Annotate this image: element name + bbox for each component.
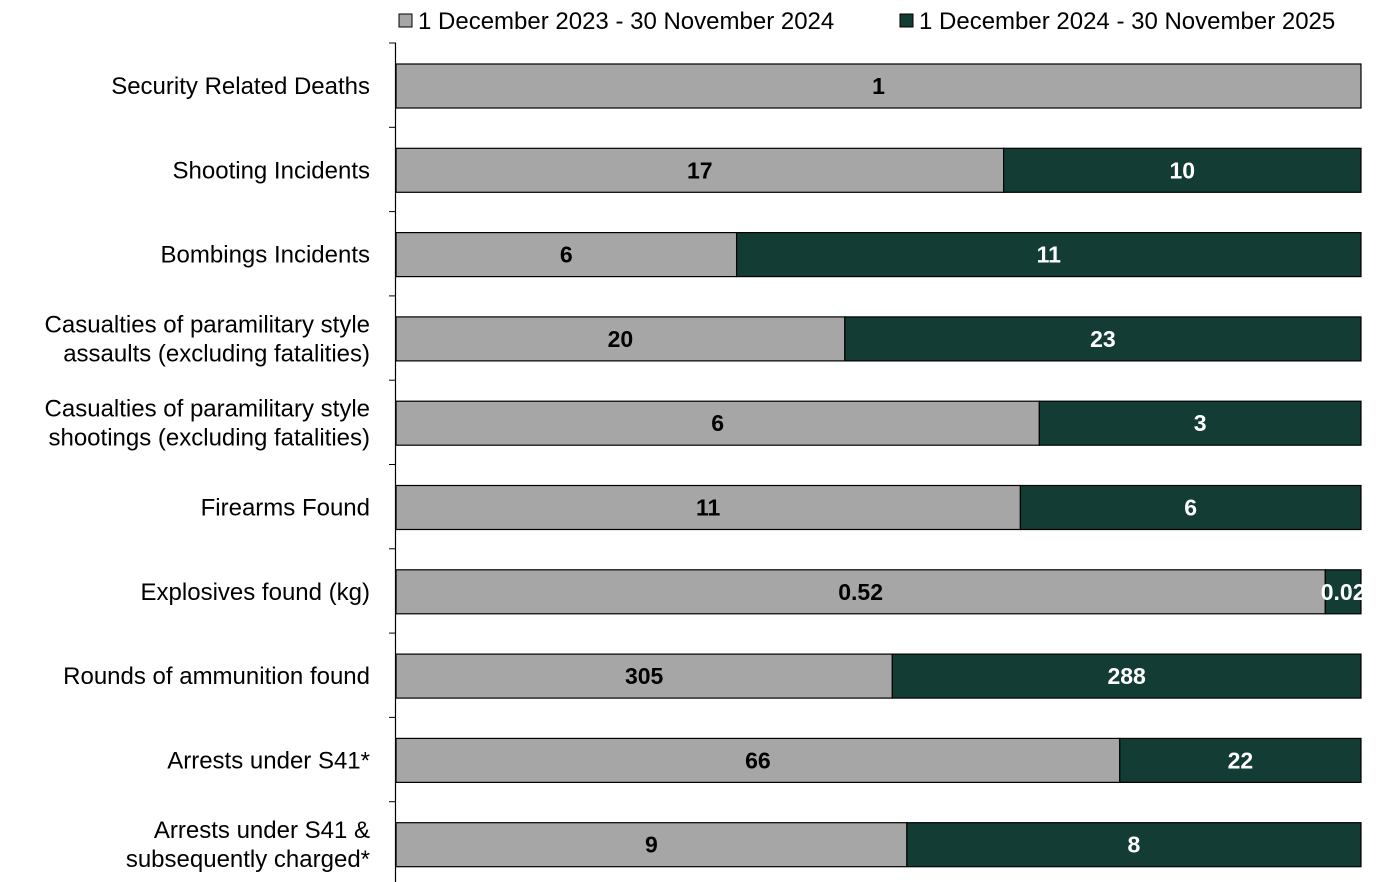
bar-row: 6 11	[395, 232, 1362, 278]
bar-segment-series-1	[395, 822, 908, 868]
category-label: Firearms Found	[201, 495, 370, 522]
bar-row: 0.52 0.02	[395, 569, 1366, 615]
category-labels: Security Related Deaths Shooting Incident…	[45, 73, 370, 873]
legend-swatch-2	[899, 13, 914, 28]
bar-row: 17 10	[395, 147, 1362, 193]
category-label: Bombings Incidents	[161, 242, 370, 269]
bar-segment-series-1	[395, 653, 893, 699]
data-label: 8	[1128, 832, 1141, 858]
data-label: 23	[1090, 326, 1116, 352]
bar-segment-series-2	[1038, 400, 1362, 446]
data-label: 66	[745, 747, 771, 773]
data-label: 20	[608, 326, 634, 352]
data-label: 9	[645, 832, 658, 858]
legend-label-2: 1 December 2024 - 30 November 2025	[919, 8, 1335, 35]
bar-segment-series-1	[395, 484, 1022, 531]
bar-segment-series-1	[395, 316, 846, 362]
data-label: 6	[560, 242, 573, 268]
category-label: Casualties of paramilitary style shooting…	[45, 396, 370, 452]
bar-segment-series-1	[395, 737, 1121, 784]
bar-segment-series-2	[1119, 737, 1362, 784]
data-label: 0.52	[838, 579, 883, 605]
bar-segment-series-2	[844, 316, 1362, 362]
bar-segment-series-1	[395, 147, 1005, 193]
bar-segment-series-2	[1324, 569, 1362, 615]
data-label: 288	[1107, 663, 1146, 689]
data-label: 1	[872, 73, 885, 99]
data-label: 305	[625, 663, 664, 689]
category-label: Explosives found (kg)	[141, 579, 370, 606]
data-label: 22	[1228, 747, 1254, 773]
data-label: 6	[1184, 495, 1197, 521]
category-label: Rounds of ammunition found	[63, 663, 370, 690]
bar-segment-series-2	[906, 822, 1362, 868]
bar-segment-series-2	[1002, 147, 1362, 193]
bar-segment-series-2	[1019, 484, 1362, 531]
bar-segment-series-1	[395, 569, 1326, 615]
category-label: Arrests under S41*	[167, 747, 370, 774]
data-label: 11	[1037, 242, 1062, 268]
category-label: Security Related Deaths	[111, 73, 370, 100]
bar-segment-series-2	[891, 653, 1362, 699]
bar-row: 20 23	[395, 316, 1362, 362]
category-label: Arrests under S41 & subsequently charged*	[126, 817, 370, 873]
bar-segment-series-1	[395, 63, 1362, 109]
category-axis	[389, 42, 397, 882]
category-label: Shooting Incidents	[173, 157, 370, 184]
data-label: 0.02	[1321, 579, 1366, 605]
bar-row: 66 22	[395, 737, 1362, 784]
bar-row: 11 6	[395, 484, 1362, 531]
data-label: 11	[696, 495, 721, 521]
data-label: 17	[687, 157, 713, 183]
bar-segment-series-2	[735, 232, 1362, 278]
data-label: 3	[1194, 410, 1207, 436]
bar-segment-series-1	[395, 232, 738, 278]
legend-label-1: 1 December 2023 - 30 November 2024	[418, 8, 834, 35]
bar-row: 305 288	[395, 653, 1362, 699]
data-label: 10	[1169, 157, 1195, 183]
category-label: Casualties of paramilitary style assaults…	[45, 311, 370, 367]
legend-swatch-1	[398, 13, 413, 28]
data-label: 6	[711, 410, 724, 436]
bar-row: 1	[395, 63, 1362, 109]
legend: 1 December 2023 - 30 November 2024 1 Dece…	[398, 8, 1335, 35]
